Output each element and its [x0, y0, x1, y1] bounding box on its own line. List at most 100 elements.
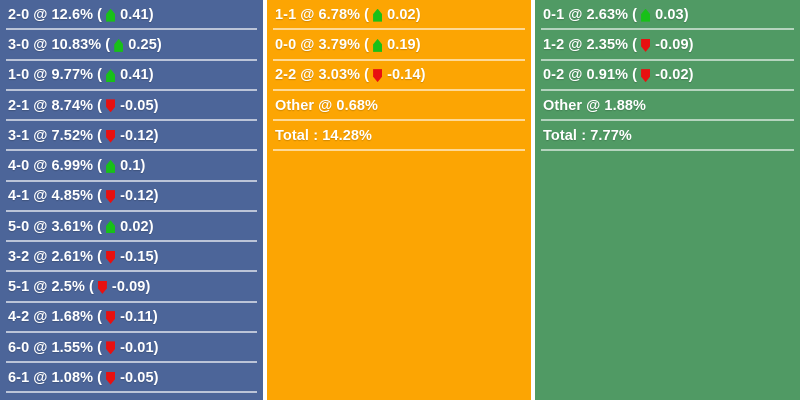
at-symbol: @: [300, 67, 315, 84]
delta-group: -0.12: [106, 189, 154, 204]
at-symbol: @: [568, 37, 583, 54]
delta-value: -0.15: [120, 248, 154, 265]
close-paren: ): [688, 37, 694, 54]
total-row[interactable]: Total : 7.77%: [535, 121, 800, 152]
arrow-up-icon: [106, 69, 116, 83]
row-separator: [6, 58, 257, 61]
score-row[interactable]: 1-1 @6.78%(0.02): [267, 0, 531, 31]
delta-group: -0.15: [106, 250, 154, 265]
scoreline-label: 5-0: [8, 218, 30, 235]
close-paren: ): [148, 6, 154, 23]
scoreline-label: 6-1: [8, 369, 30, 386]
score-row[interactable]: 2-2 @3.03%(-0.14): [267, 61, 531, 91]
arrow-up-icon: [114, 38, 124, 52]
delta-group: 0.03: [641, 8, 684, 23]
row-separator: [541, 88, 794, 91]
row-separator: [6, 391, 257, 394]
score-row[interactable]: 4-1 @4.85%(-0.12): [0, 182, 263, 212]
scoreline-label: 6-0: [8, 339, 30, 356]
score-row[interactable]: 0-1 @2.63%(0.03): [535, 0, 800, 31]
arrow-down-icon: [106, 341, 116, 355]
score-row[interactable]: 6-1 @1.08%(-0.05): [0, 363, 263, 394]
score-line: Total : 14.28%: [275, 129, 372, 144]
score-row[interactable]: 0-2 @0.91%(-0.02): [535, 61, 800, 91]
score-line: 5-1 @2.5%(-0.09): [8, 280, 150, 295]
score-line: 2-0 @12.6%(0.41): [8, 8, 154, 23]
total-label: Total : 7.77%: [543, 127, 632, 144]
delta-value: -0.11: [120, 309, 153, 326]
score-row[interactable]: 3-1 @7.52%(-0.12): [0, 121, 263, 152]
score-row[interactable]: 1-2 @2.35%(-0.09): [535, 30, 800, 61]
delta-value: 0.41: [120, 67, 149, 84]
open-paren: (: [97, 127, 103, 144]
score-line: 0-2 @0.91%(-0.02): [543, 68, 694, 83]
row-separator: [6, 119, 257, 121]
scoreline-label: 2-2: [275, 67, 297, 84]
probability-value: 2.5%: [51, 279, 85, 296]
score-line: 3-1 @7.52%(-0.12): [8, 129, 159, 144]
open-paren: (: [97, 158, 103, 175]
score-row[interactable]: 3-2 @2.61%(-0.15): [0, 242, 263, 273]
open-paren: (: [97, 97, 103, 114]
score-row[interactable]: 0-0 @3.79%(0.19): [267, 30, 531, 61]
scoreline-label: 0-0: [275, 37, 297, 54]
row-separator: [541, 149, 794, 152]
at-symbol: @: [300, 6, 315, 23]
delta-group: 0.25: [114, 38, 157, 53]
delta-value: -0.12: [120, 127, 154, 144]
delta-value: -0.09: [111, 279, 146, 296]
delta-value: -0.05: [120, 97, 154, 114]
probability-value: 3.61%: [51, 218, 94, 235]
close-paren: ): [415, 37, 421, 54]
open-paren: (: [97, 218, 103, 235]
total-row[interactable]: Total : 14.28%: [267, 121, 531, 152]
score-row[interactable]: 5-1 @2.5%(-0.09): [0, 272, 263, 303]
score-row[interactable]: 4-0 @6.99%(0.1): [0, 151, 263, 182]
score-row[interactable]: 3-0 @10.83%(0.25): [0, 30, 263, 61]
arrow-up-icon: [373, 38, 383, 52]
probability-value: 2.35%: [586, 37, 629, 54]
open-paren: (: [632, 37, 638, 54]
row-separator: [6, 28, 257, 31]
draw-column: 1-1 @6.78%(0.02) 0-0 @3.79%(0.19) 2-2 @3.03%(…: [267, 0, 531, 400]
away-win-row-list: 0-1 @2.63%(0.03) 1-2 @2.35%(-0.09) 0-2 @0.91%…: [535, 0, 800, 152]
open-paren: (: [632, 6, 638, 23]
score-line: 6-0 @1.55%(-0.01): [8, 341, 159, 356]
scoreline-label: 3-0: [8, 37, 30, 54]
close-paren: ): [153, 188, 159, 205]
close-paren: ): [156, 37, 162, 54]
row-separator: [6, 179, 257, 182]
score-line: 0-1 @2.63%(0.03): [543, 8, 689, 23]
score-row[interactable]: 2-0 @12.6%(0.41): [0, 0, 263, 31]
score-row[interactable]: 2-1 @8.74%(-0.05): [0, 91, 263, 121]
probability-value: 1.68%: [51, 309, 94, 326]
at-symbol: @: [33, 339, 48, 356]
probability-value: 1.88%: [604, 97, 647, 114]
delta-value: 0.19: [387, 37, 416, 54]
score-row[interactable]: Other @1.88%: [535, 91, 800, 121]
score-line: 2-2 @3.03%(-0.14): [275, 68, 426, 83]
probability-value: 0.68%: [336, 97, 379, 114]
score-row[interactable]: 5-0 @3.61%(0.02): [0, 212, 263, 242]
row-separator: [273, 119, 525, 121]
scoreline-label: 4-2: [8, 309, 30, 326]
close-paren: ): [415, 6, 421, 23]
delta-value: 0.1: [120, 158, 141, 175]
probability-value: 2.63%: [586, 6, 629, 23]
score-row[interactable]: Other @0.68%: [267, 91, 531, 121]
delta-value: 0.25: [128, 37, 157, 54]
open-paren: (: [97, 339, 103, 356]
scoreline-label: 0-2: [543, 67, 565, 84]
score-row[interactable]: 6-0 @1.55%(-0.01): [0, 333, 263, 363]
at-symbol: @: [33, 158, 48, 175]
at-symbol: @: [33, 127, 48, 144]
at-symbol: @: [33, 6, 48, 23]
delta-group: -0.09: [641, 38, 689, 53]
arrow-down-icon: [106, 311, 116, 325]
score-row[interactable]: 4-2 @1.68%(-0.11): [0, 303, 263, 333]
scoreline-label: 1-0: [8, 67, 30, 84]
arrow-down-icon: [106, 129, 116, 143]
row-separator: [273, 28, 525, 31]
score-row[interactable]: 1-0 @9.77%(0.41): [0, 61, 263, 91]
